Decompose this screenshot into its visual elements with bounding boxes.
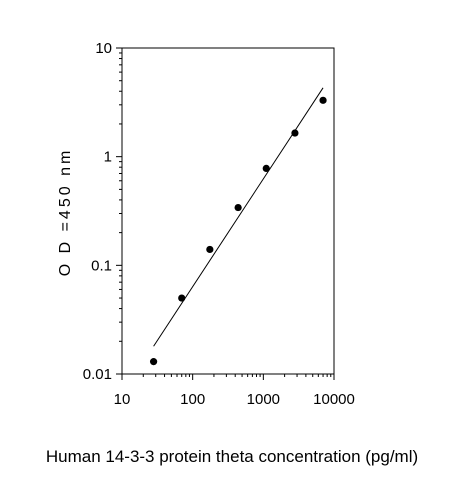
x-axis-label: Human 14-3-3 protein theta concentration… bbox=[46, 447, 418, 466]
y-tick-label: 1 bbox=[104, 149, 112, 166]
x-tick-label: 1000 bbox=[247, 391, 280, 408]
y-axis-label: O D =450 nm bbox=[57, 148, 74, 277]
x-tick-label: 10000 bbox=[313, 391, 355, 408]
x-tick-label: 100 bbox=[180, 391, 205, 408]
data-point bbox=[206, 245, 214, 254]
y-tick-label: 0.1 bbox=[91, 257, 112, 274]
fit-line-group bbox=[153, 87, 324, 347]
y-tick-label: 10 bbox=[95, 40, 112, 57]
x-axis-ticks: 10 100 1000 10000 bbox=[114, 374, 355, 408]
data-points bbox=[149, 96, 327, 366]
x-tick-label: 10 bbox=[114, 391, 131, 408]
plot-frame bbox=[121, 47, 335, 375]
plot-axes bbox=[121, 47, 335, 375]
data-point bbox=[319, 96, 327, 104]
y-axis-ticks: 0.01 0.1 1 10 bbox=[83, 40, 122, 383]
data-point bbox=[291, 129, 299, 137]
data-point bbox=[234, 203, 242, 212]
data-point bbox=[178, 294, 186, 302]
fit-line bbox=[153, 87, 324, 347]
data-point bbox=[262, 164, 270, 172]
y-tick-label: 0.01 bbox=[83, 366, 112, 383]
data-point bbox=[149, 358, 158, 366]
